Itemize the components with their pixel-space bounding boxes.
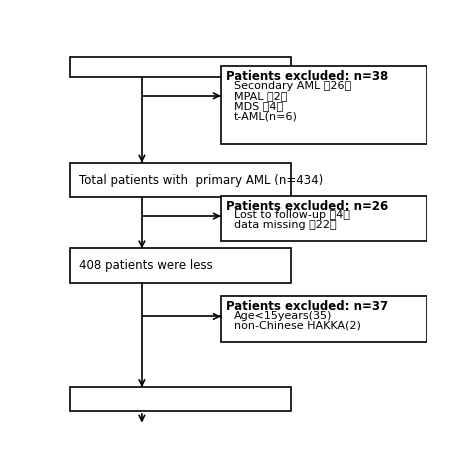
FancyBboxPatch shape bbox=[221, 296, 427, 342]
Text: Patients excluded: n=37: Patients excluded: n=37 bbox=[227, 301, 389, 313]
Text: 408 patients were less: 408 patients were less bbox=[80, 259, 213, 273]
FancyBboxPatch shape bbox=[70, 163, 291, 197]
Text: Lost to follow-up （4）: Lost to follow-up （4） bbox=[234, 210, 350, 220]
Text: Patients excluded: n=38: Patients excluded: n=38 bbox=[227, 70, 389, 83]
FancyBboxPatch shape bbox=[221, 196, 427, 241]
Text: non-Chinese HAKKA(2): non-Chinese HAKKA(2) bbox=[234, 321, 361, 331]
Text: Total patients with  primary AML (n=434): Total patients with primary AML (n=434) bbox=[80, 173, 324, 187]
Text: Secondary AML （26）: Secondary AML （26） bbox=[234, 81, 351, 91]
FancyBboxPatch shape bbox=[70, 387, 291, 411]
Text: data missing （22）: data missing （22） bbox=[234, 220, 337, 230]
FancyBboxPatch shape bbox=[221, 66, 427, 145]
Text: Patients excluded: n=26: Patients excluded: n=26 bbox=[227, 200, 389, 213]
Text: MPAL （2）: MPAL （2） bbox=[234, 91, 287, 101]
Text: MDS （4）: MDS （4） bbox=[234, 101, 283, 111]
FancyBboxPatch shape bbox=[70, 248, 291, 283]
Text: Age<15years(35): Age<15years(35) bbox=[234, 310, 332, 320]
Text: t-AML(n=6): t-AML(n=6) bbox=[234, 111, 298, 121]
FancyBboxPatch shape bbox=[70, 57, 291, 77]
